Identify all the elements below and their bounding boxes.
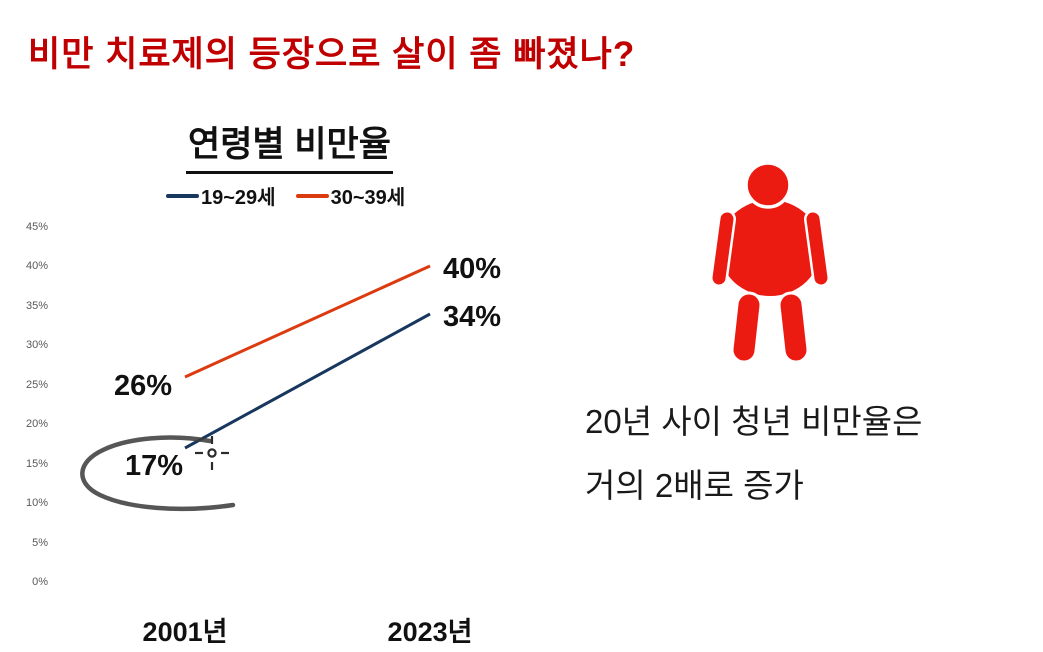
data-label: 34%	[443, 301, 502, 333]
y-tick: 5%	[32, 537, 48, 549]
x-axis-label-2001: 2001년	[142, 617, 228, 647]
y-tick: 25%	[25, 379, 48, 391]
y-tick: 10%	[25, 497, 48, 509]
y-tick: 45%	[25, 221, 48, 233]
legend-item-19-29: 19~29세	[166, 181, 276, 210]
legend-label-30-39: 30~39세	[330, 187, 406, 209]
data-label: 40%	[443, 253, 502, 285]
chart-legend: 19~29세 30~39세	[166, 181, 405, 210]
precision-cursor-icon	[195, 436, 229, 470]
data-label: 26%	[113, 370, 172, 402]
page-title: 비만 치료제의 등장으로 살이 좀 빠졌나?	[28, 35, 636, 74]
data-label: 17%	[124, 450, 183, 482]
caption: 20년 사이 청년 비만율은 거의 2배로 증가	[585, 390, 922, 518]
x-axis-label-2023: 2023년	[387, 617, 473, 647]
caption-line-2: 거의 2배로 증가	[585, 467, 804, 504]
y-tick: 35%	[25, 300, 48, 312]
line-19~29세	[184, 312, 431, 450]
y-tick: 0%	[32, 576, 48, 588]
legend-item-30-39: 30~39세	[295, 181, 406, 210]
line-30~39세	[184, 264, 431, 379]
y-tick: 40%	[25, 260, 48, 272]
legend-swatch-30-39	[295, 193, 329, 198]
legend-swatch-19-29	[166, 193, 199, 198]
y-tick: 20%	[25, 418, 48, 430]
series-lines	[184, 264, 431, 450]
chart-title: 연령별 비만율	[186, 116, 393, 174]
legend-label-19-29: 19~29세	[201, 187, 276, 209]
y-tick: 15%	[25, 458, 48, 470]
caption-line-1: 20년 사이 청년 비만율은	[585, 403, 923, 440]
obese-person-icon	[710, 161, 830, 364]
y-tick: 30%	[25, 339, 48, 351]
